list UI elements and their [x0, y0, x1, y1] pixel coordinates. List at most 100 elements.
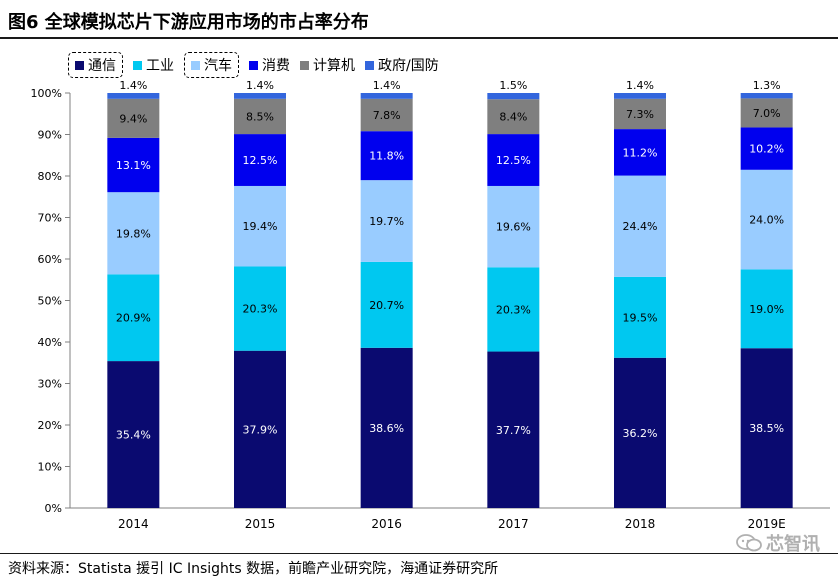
x-tick-label: 2017 — [498, 517, 529, 531]
data-label: 24.4% — [623, 220, 658, 233]
title-divider — [0, 37, 838, 39]
data-label: 24.0% — [749, 214, 784, 227]
x-tick-label: 2016 — [371, 517, 402, 531]
legend-swatch — [249, 60, 258, 70]
bar-segment — [614, 357, 666, 508]
data-label: 13.1% — [116, 159, 151, 172]
bar-segment — [740, 98, 793, 128]
bar-segment — [360, 347, 413, 508]
bar-segment — [107, 93, 160, 99]
legend-swatch — [365, 60, 374, 70]
legend-label: 汽车 — [204, 58, 232, 74]
legend-item-2: 汽车 — [184, 52, 239, 78]
bar-segment — [107, 274, 160, 362]
legend-swatch — [300, 60, 309, 70]
bar-segment — [740, 93, 793, 99]
data-label: 19.5% — [623, 311, 658, 324]
chart-header: 图6 全球模拟芯片下游应用市场的市占率分布 — [0, 0, 838, 40]
bar-segment — [360, 261, 413, 348]
bar-segment — [234, 93, 286, 99]
legend-label: 消费 — [262, 58, 290, 74]
bar-segment — [740, 348, 793, 508]
data-label: 7.0% — [753, 107, 781, 120]
y-tick-label: 90% — [38, 129, 62, 142]
bar-segment — [234, 266, 286, 351]
bar-segment — [487, 93, 540, 100]
stacked-bar-chart: 0% 10% 20% 30% 40% 50% 60% 70% 80% 90% 100% 35.4% 20… — [31, 80, 830, 531]
y-tick-label: 50% — [38, 295, 62, 308]
data-label: 8.5% — [246, 110, 274, 123]
y-tick-label: 20% — [38, 419, 62, 432]
data-label: 9.4% — [119, 112, 147, 125]
legend-label: 工业 — [146, 58, 174, 74]
data-label: 12.5% — [243, 154, 278, 167]
source-note: 资料来源：Statista 援引 IC Insights 数据，前瞻产业研究院，… — [8, 561, 499, 577]
data-label: 35.4% — [116, 429, 151, 442]
bar-segment — [487, 185, 540, 268]
wechat-icon — [736, 534, 762, 552]
legend-item-5: 政府/国防 — [365, 55, 439, 75]
legend-swatch — [75, 60, 84, 70]
bar-segment — [614, 129, 666, 176]
data-label: 20.7% — [369, 299, 404, 312]
data-label: 1.5% — [499, 80, 527, 92]
data-label: 20.3% — [496, 303, 531, 316]
bar-segment — [107, 361, 160, 508]
bar-segment — [234, 185, 286, 267]
bar-segment — [614, 98, 666, 130]
bar-segment — [487, 134, 540, 186]
legend-swatch — [191, 60, 200, 70]
y-tick-label: 70% — [38, 212, 62, 225]
bar-segment — [107, 192, 160, 275]
bar-segment — [107, 98, 160, 138]
data-label: 37.7% — [496, 424, 531, 437]
data-label: 1.4% — [246, 80, 274, 92]
bar-segment — [740, 169, 793, 270]
y-tick-label: 10% — [38, 461, 62, 474]
bar-segment — [614, 276, 666, 358]
x-tick-label: 2014 — [118, 517, 149, 531]
chart-title: 图6 全球模拟芯片下游应用市场的市占率分布 — [8, 12, 369, 33]
legend-item-0: 通信 — [68, 52, 123, 78]
legend-item-1: 工业 — [133, 55, 174, 75]
data-label: 36.2% — [623, 427, 658, 440]
legend-item-3: 消费 — [249, 55, 290, 75]
data-label: 19.6% — [496, 221, 531, 234]
data-label: 1.3% — [753, 80, 781, 92]
x-tick-label: 2015 — [245, 517, 276, 531]
data-label: 19.0% — [749, 303, 784, 316]
data-label: 19.8% — [116, 227, 151, 240]
data-label: 20.9% — [116, 312, 151, 325]
bar-segment — [234, 134, 286, 186]
bar-segment — [360, 131, 413, 181]
x-tick-label: 2019E — [748, 517, 786, 531]
data-label: 7.3% — [626, 108, 654, 121]
bar-segment — [487, 351, 540, 508]
data-label: 1.4% — [119, 80, 147, 92]
y-tick-label: 30% — [38, 378, 62, 391]
bar-segment — [360, 180, 413, 262]
watermark: 芯智讯 — [736, 530, 820, 556]
y-tick-label: 80% — [38, 170, 62, 183]
watermark-text: 芯智讯 — [766, 534, 820, 555]
bar-segment — [234, 350, 286, 508]
legend-label: 通信 — [88, 58, 116, 74]
bar-segment — [107, 137, 160, 193]
bar-segment — [740, 269, 793, 349]
data-label: 1.4% — [373, 80, 401, 92]
y-tick-label: 40% — [38, 336, 62, 349]
data-label: 11.2% — [623, 146, 658, 159]
y-tick-label: 60% — [38, 253, 62, 266]
data-label: 12.5% — [496, 154, 531, 167]
data-label: 19.7% — [369, 215, 404, 228]
legend-item-4: 计算机 — [300, 55, 355, 75]
data-label: 20.3% — [243, 303, 278, 316]
legend-swatch — [133, 60, 142, 70]
chart-legend: 通信 工业 汽车 消费 计算机 政府/国防 — [68, 52, 449, 78]
data-label: 7.8% — [373, 109, 401, 122]
y-tick-label: 0% — [45, 502, 62, 515]
source-divider — [0, 553, 838, 554]
x-tick-label: 2018 — [625, 517, 656, 531]
data-label: 38.5% — [749, 422, 784, 435]
legend-label: 计算机 — [313, 58, 355, 74]
